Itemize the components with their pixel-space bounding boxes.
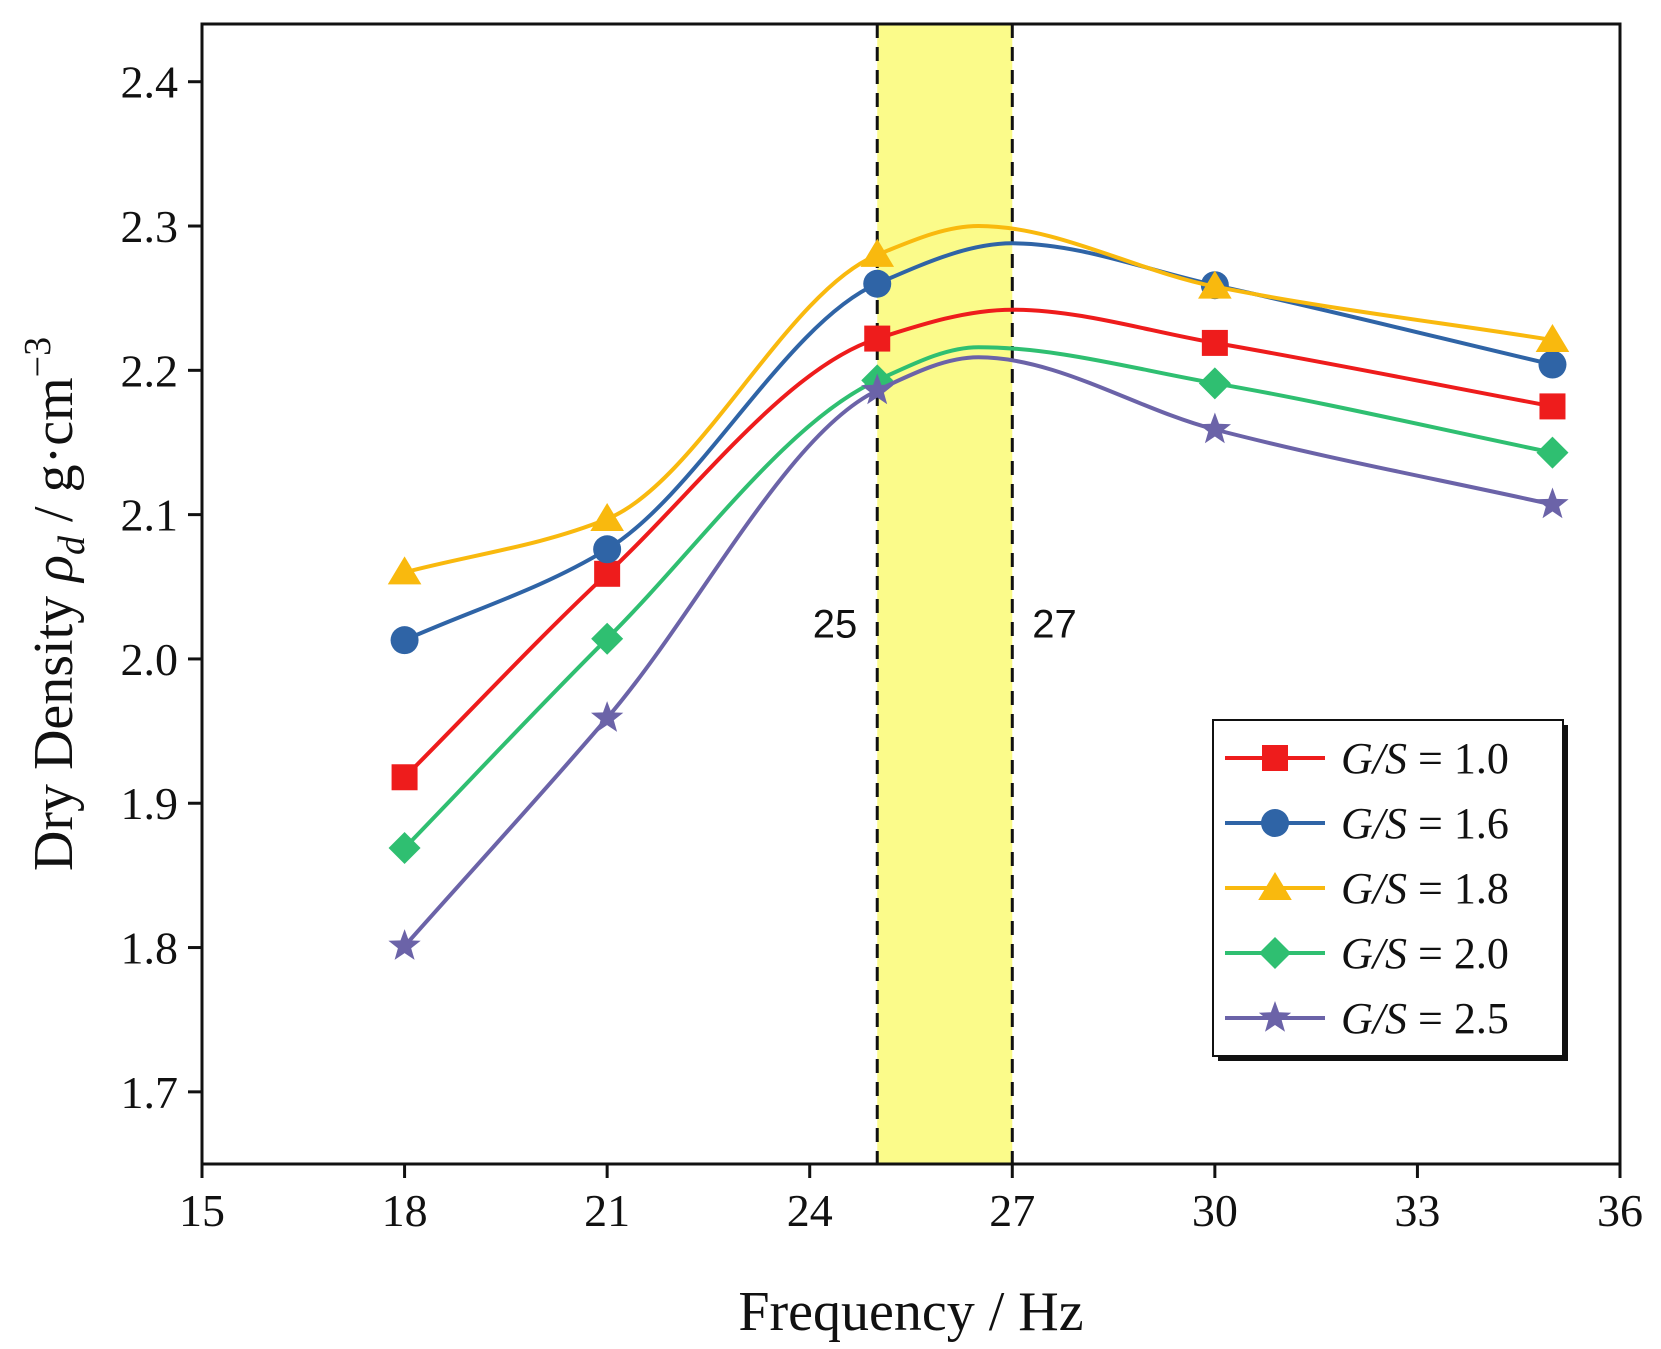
x-axis-title: Frequency / Hz [738,1281,1083,1343]
legend-label-var-4: G/S [1341,929,1407,978]
legend-label-1: G/S = 1.0 [1341,734,1509,783]
legend-label-var-2: G/S [1341,799,1407,848]
y-axis-title-subscript: d [51,535,93,555]
legend-label-4: G/S = 2.0 [1341,929,1509,978]
legend-label-value-5: = 2.5 [1407,994,1509,1043]
y-tick-label-4: 2.0 [121,634,179,685]
y-axis-title-prefix: Dry Density [23,582,85,871]
axes-group: 15 18 21 24 27 30 33 36 1.7 1.8 1.9 2.0 2.1 2.2 2.3 2.4… [17,22,1643,1343]
x-tick-label-2: 18 [382,1185,428,1236]
data-point-1-4 [1201,329,1228,356]
y-tick-label-6: 2.2 [121,345,179,396]
legend-label-value-2: = 1.6 [1407,799,1509,848]
highlight-band [877,24,1013,1164]
legend-marker-4 [1259,937,1291,969]
series-line-4 [403,345,1553,850]
x-tick-label-1: 15 [179,1185,225,1236]
data-point-2-1 [390,626,419,655]
data-point-3-5 [1535,324,1570,353]
data-point-1-3 [864,325,891,352]
data-point-2-5 [1538,350,1567,379]
legend-marker-5 [1258,1001,1292,1032]
legend-marker-2 [1261,809,1289,837]
y-tick-label-3: 1.9 [121,778,179,829]
series-line-5 [403,355,1553,948]
y-axis-title-exponent: −3 [17,337,59,377]
data-point-4-4 [1198,367,1231,400]
series-group [387,224,1570,960]
data-point-5-2 [591,701,624,732]
legend-label-var-5: G/S [1341,994,1407,1043]
y-axis-title-symbol: ρ [23,555,85,584]
data-point-5-1 [388,929,421,960]
x-tick-label-3: 21 [584,1185,630,1236]
data-point-5-4 [1198,412,1231,444]
data-point-5-3 [861,373,894,405]
y-tick-label-7: 2.3 [121,201,179,252]
data-point-2-2 [593,535,622,564]
x-tick-label-7: 33 [1394,1185,1440,1236]
legend-label-3: G/S = 1.8 [1341,864,1509,913]
x-tick-label-8: 36 [1597,1185,1643,1236]
series-5 [388,355,1569,960]
y-tick-label-1: 1.7 [121,1067,179,1118]
legend-label-value-4: = 2.0 [1407,929,1509,978]
series-3 [387,224,1570,585]
band-label-left: 25 [813,602,858,646]
legend-entry-5: G/S = 2.5 [1225,994,1509,1043]
legend-marker-3 [1258,872,1292,900]
x-tick-label-6: 30 [1192,1185,1238,1236]
data-point-4-2 [591,622,624,655]
data-point-3-1 [387,556,422,585]
y-tick-label-5: 2.1 [121,490,179,541]
data-point-1-5 [1539,393,1566,420]
data-point-1-1 [391,764,418,791]
y-axis-title: Dry Density ρd / g·cm−3 [17,337,93,871]
legend-entry-3: G/S = 1.8 [1225,864,1509,913]
data-point-4-5 [1536,436,1569,469]
y-tick-label-2: 1.8 [121,923,179,974]
band-label-right: 27 [1032,602,1077,646]
x-tick-label-4: 24 [787,1185,833,1236]
legend-label-2: G/S = 1.6 [1341,799,1509,848]
series-line-1 [403,307,1553,779]
plot-frame [200,22,1622,1166]
legend-label-value-1: = 1.0 [1407,734,1509,783]
legend-marker-1 [1262,745,1288,771]
y-axis-title-unit: / g·cm [23,377,85,536]
legend-label-var-1: G/S [1341,734,1407,783]
legend-label-var-3: G/S [1341,864,1407,913]
legend-entry-1: G/S = 1.0 [1225,734,1509,783]
y-tick-label-8: 2.4 [121,57,179,108]
data-point-4-1 [388,831,421,864]
legend-entry-4: G/S = 2.0 [1225,929,1509,978]
data-point-2-3 [863,269,892,298]
legend-label-value-3: = 1.8 [1407,864,1509,913]
highlight-band-group: 25 27 [813,24,1077,1164]
data-point-3-4 [1198,270,1232,299]
data-point-5-5 [1536,487,1569,519]
legend-entry-2: G/S = 1.6 [1225,799,1509,848]
data-point-3-3 [860,238,895,267]
series-1 [391,307,1566,791]
data-point-1-2 [594,560,621,587]
legend: G/S = 1.0G/S = 1.6G/S = 1.8G/S = 2.0G/S … [1212,719,1568,1061]
x-tick-label-5: 27 [989,1185,1035,1236]
data-point-3-2 [590,502,624,531]
legend-label-5: G/S = 2.5 [1341,994,1509,1043]
